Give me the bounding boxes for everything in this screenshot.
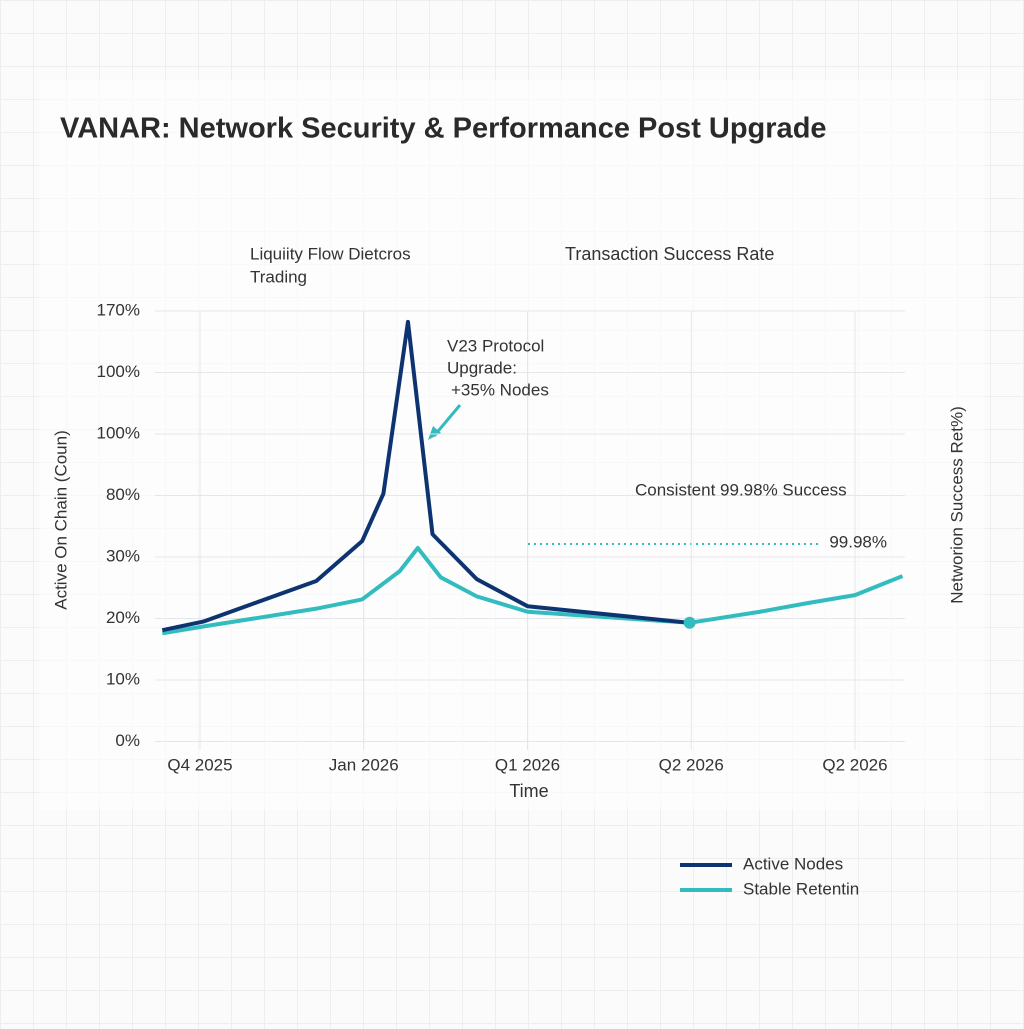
data-line	[162, 546, 904, 636]
annotation: V23 Protocol	[447, 336, 544, 355]
highlight-point	[683, 616, 696, 629]
chart-title: VANAR: Network Security & Performance Po…	[60, 113, 827, 145]
y-tick-label: 100%	[97, 423, 140, 442]
y-axis-label: Active On Chain (Coun)	[51, 430, 70, 610]
annotation: 99.98%	[829, 532, 887, 551]
x-tick-label: Q2 2026	[822, 755, 887, 774]
annotation: +35% Nodes	[451, 380, 549, 399]
data-line	[161, 319, 690, 633]
y-tick-label: 10%	[106, 669, 140, 688]
x-tick-label: Q1 2026	[495, 755, 560, 774]
y-tick-label: 20%	[106, 608, 140, 627]
annotation: Consistent 99.98% Success	[635, 480, 847, 499]
y-tick-label: 80%	[106, 485, 140, 504]
x-tick-label: Q2 2026	[659, 755, 724, 774]
annotation-arrowhead	[428, 426, 441, 440]
legend-label: Active Nodes	[743, 854, 843, 873]
legend-label: Stable Retentin	[743, 879, 859, 898]
subtitle: Trading	[250, 267, 307, 286]
x-axis-label: Time	[509, 781, 548, 801]
y2-axis-label: Networion Success Ret%)	[947, 406, 966, 603]
subtitle: Transaction Success Rate	[565, 244, 774, 264]
y-tick-label: 170%	[97, 300, 140, 319]
subtitle: Liquiity Flow Dietcros	[250, 244, 411, 263]
y-tick-label: 100%	[97, 362, 140, 381]
annotation: Upgrade:	[447, 358, 517, 377]
x-tick-label: Jan 2026	[329, 755, 399, 774]
chart-panel	[40, 80, 984, 810]
x-tick-label: Q4 2025	[167, 755, 232, 774]
y-tick-label: 0%	[115, 731, 140, 750]
y-tick-label: 30%	[106, 546, 140, 565]
